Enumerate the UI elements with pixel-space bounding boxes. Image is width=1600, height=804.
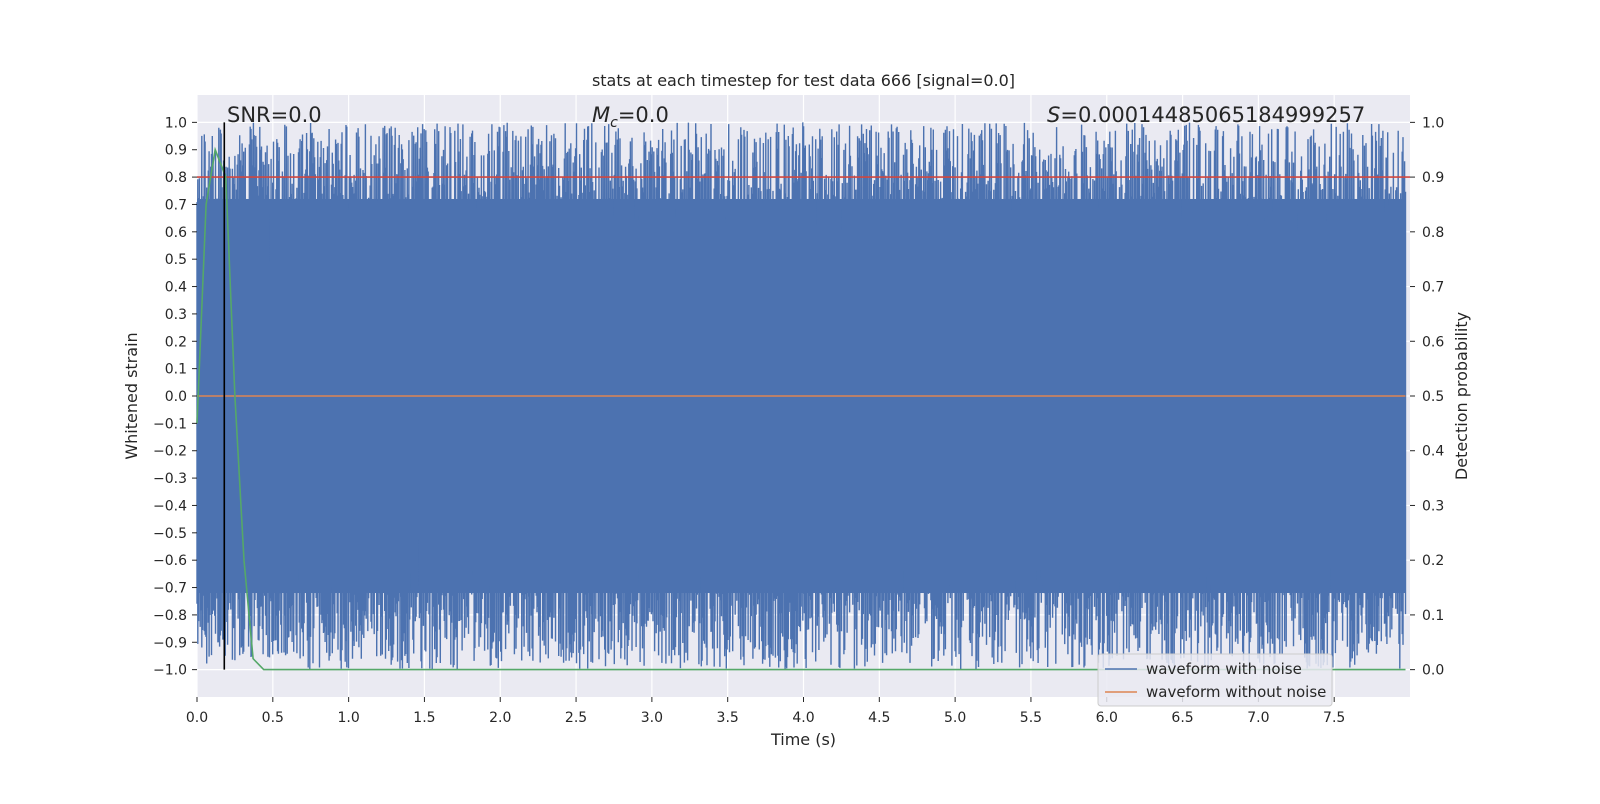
x-tick-label: 5.0 <box>944 710 966 726</box>
y-tick-label: 1.0 <box>165 115 187 131</box>
x-tick-label: 5.5 <box>1020 710 1042 726</box>
y-tick-label: −0.4 <box>153 498 187 514</box>
y-tick-label: 0.9 <box>165 143 187 159</box>
y-right-tick-label: 0.8 <box>1422 225 1444 241</box>
legend-label-waveform-without-noise: waveform without noise <box>1146 683 1326 701</box>
y-tick-label: −0.6 <box>153 553 187 569</box>
y-tick-label: −0.7 <box>153 581 187 597</box>
x-tick-label: 3.0 <box>641 710 663 726</box>
y-tick-label: −0.2 <box>153 444 187 460</box>
y-tick-label: 0.7 <box>165 197 187 213</box>
y-right-tick-label: 0.7 <box>1422 280 1444 296</box>
y-tick-label: 0.1 <box>165 362 187 378</box>
x-tick-label: 1.5 <box>413 710 435 726</box>
y-tick-label: −0.9 <box>153 635 187 651</box>
x-tick-label: 2.0 <box>489 710 511 726</box>
y-right-tick-label: 0.1 <box>1422 608 1444 624</box>
y-right-axis-label: Detection probability <box>1452 312 1471 480</box>
noise-path <box>196 122 1407 670</box>
x-tick-label: 0.0 <box>186 710 208 726</box>
x-tick-label: 0.5 <box>262 710 284 726</box>
y-right-tick-label: 0.4 <box>1422 444 1444 460</box>
y-right-tick-label: 0.9 <box>1422 170 1444 186</box>
mc-symbol: M <box>592 103 610 127</box>
s-symbol: S <box>1047 103 1060 127</box>
detection-probability-line <box>196 146 1406 671</box>
y-tick-label: 0.4 <box>165 280 187 296</box>
y-tick-label: −0.5 <box>153 526 187 542</box>
x-tick-label: 4.5 <box>868 710 890 726</box>
y-right-tick-label: 0.0 <box>1422 663 1444 679</box>
x-tick-label: 6.0 <box>1096 710 1118 726</box>
chart-title: stats at each timestep for test data 666… <box>592 71 1015 90</box>
x-tick-label: 6.5 <box>1171 710 1193 726</box>
ticks-layer: 0.0 0.5 1.0 1.5 2.0 2.5 3.0 3.5 4.0 4.5 5.0 5.5 6.0 6… <box>153 115 1444 726</box>
y-tick-label: −0.8 <box>153 608 187 624</box>
mc-value: =0.0 <box>618 103 669 127</box>
legend-label-waveform-with-noise: waveform with noise <box>1146 660 1302 678</box>
y-tick-label: −0.1 <box>153 416 187 432</box>
y-tick-label: −0.3 <box>153 471 187 487</box>
y-tick-label: 0.0 <box>165 389 187 405</box>
y-right-tick-label: 0.5 <box>1422 389 1444 405</box>
x-axis-label: Time (s) <box>770 730 836 749</box>
s-value: =0.00014485065184999257 <box>1060 103 1365 127</box>
x-tick-label: 7.0 <box>1247 710 1269 726</box>
y-right-tick-label: 1.0 <box>1422 115 1444 131</box>
x-tick-label: 1.0 <box>337 710 359 726</box>
y-tick-label: 0.5 <box>165 252 187 268</box>
x-tick-label: 7.5 <box>1323 710 1345 726</box>
y-tick-label: 0.3 <box>165 307 187 323</box>
y-tick-label: −1.0 <box>153 663 187 679</box>
s-annotation: S=0.00014485065184999257 <box>1047 103 1365 127</box>
legend: waveform with noise waveform without noi… <box>1097 653 1333 707</box>
y-axis-label: Whitened strain <box>122 332 141 459</box>
y-right-tick-label: 0.6 <box>1422 334 1444 350</box>
y-tick-label: 0.8 <box>165 170 187 186</box>
y-right-tick-label: 0.2 <box>1422 553 1444 569</box>
legend-box <box>1097 653 1333 707</box>
snr-annotation: SNR=0.0 <box>227 103 322 127</box>
mc-annotation: Mc=0.0 <box>592 103 669 131</box>
mc-subscript: c <box>610 115 618 131</box>
y-right-tick-label: 0.3 <box>1422 498 1444 514</box>
y-tick-label: 0.6 <box>165 225 187 241</box>
lines-layer <box>196 122 1410 671</box>
x-tick-label: 3.5 <box>717 710 739 726</box>
x-tick-label: 4.0 <box>792 710 814 726</box>
y-tick-label: 0.2 <box>165 334 187 350</box>
x-tick-label: 2.5 <box>565 710 587 726</box>
